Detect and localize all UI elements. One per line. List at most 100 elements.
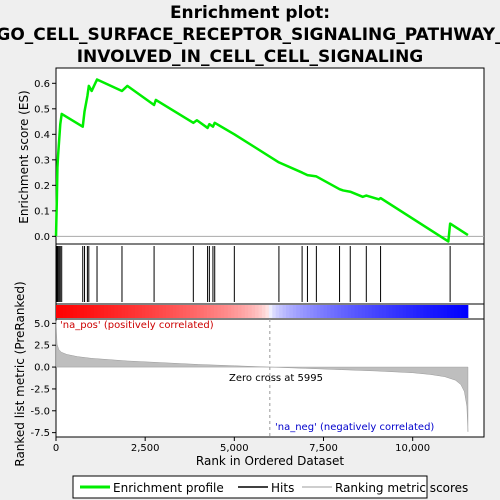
heatbar-segment [447,305,452,318]
heatbar-segment [234,305,239,318]
metric-y-tick-label: 0.0 [34,363,50,374]
negative-correlation-label: 'na_neg' (negatively correlated) [275,422,434,433]
heatbar-segment [279,305,283,318]
heatbar-segment [402,305,407,318]
heatbar-segment [176,305,180,318]
heatbar-segment [76,305,81,318]
metric-y-tick-label: 2.5 [34,341,50,352]
heatbar-segment [134,305,139,318]
heatbar-segment [251,305,256,318]
heatbar-segment [69,305,74,318]
heatbar-segment [66,305,71,318]
heatbar-segment [148,305,153,318]
heatbar-segment [210,305,215,318]
heatbar-segment [217,305,222,318]
heatbar-segment [59,305,64,318]
heatbar-segment [289,305,294,318]
heatbar-segment [272,305,277,318]
heatbar-segment [378,305,383,318]
heatbar-segment [152,305,156,318]
ranking-metric-layer [55,319,469,437]
heatbar-segment [80,305,84,318]
heatbar-segment [375,305,380,318]
heatbar-segment [385,305,390,318]
heatbar-segment [265,305,270,318]
heatbar-segment [395,305,400,318]
heatbar-segment [388,305,393,318]
legend: Enrichment profile Hits Ranking metric s… [72,475,468,499]
heatbar-segment [200,305,205,318]
heatbar-segment [461,305,465,318]
metric-y-axis: 5.0 2.5 0.0 -2.5 -5.0 -7.5 [30,319,56,439]
heatbar-segment [340,305,345,318]
metric-y-tick-label: 5.0 [34,319,50,330]
heatbar-segment [196,305,201,318]
heatbar-segment [296,305,301,318]
heatbar-segment [337,305,342,318]
legend-label-hits: Hits [271,481,294,495]
heatbar-segment [237,305,242,318]
heatbar-segment [450,305,455,318]
heatbar-segment [282,305,287,318]
heatbar-segment [110,305,115,318]
heatbar-segment [261,305,266,318]
heatbar-segment [62,305,67,318]
es-y-tick-label: 0.2 [34,181,50,192]
heatbar-segment [141,305,146,318]
heatbar-segment [354,305,359,318]
heatbar-segment [268,305,273,318]
heatbar-segment [275,305,280,318]
heatbar-segment [426,305,431,318]
heatbar-segment [351,305,356,318]
hits-layer [56,246,451,302]
heatbar-segment [364,305,369,318]
heatbar-segment [104,305,108,318]
heatbar-segment [457,305,462,318]
heatbar-segment [220,305,225,318]
hits-panel [55,243,485,305]
heatbar-segment [121,305,126,318]
heatbar-segment [286,305,290,318]
heatbar-segment [258,305,263,318]
heatbar-segment [310,305,314,318]
metric-y-tick-label: -7.5 [30,428,50,439]
heatbar-segment [416,305,421,318]
heatbar-segment [423,305,428,318]
metric-y-tick-label: -2.5 [30,384,50,395]
heatbar-segment [100,305,105,318]
heatbar-segment [183,305,187,318]
heatbar-segment [306,305,311,318]
heatbar-segment [303,305,307,318]
heatbar-segment [430,305,435,318]
heatbar-segment [419,305,424,318]
heatbar-segment [189,305,194,318]
heatbar-segment [90,305,95,318]
chart-title: Enrichment plot: GO_CELL_SURFACE_RECEPTO… [0,3,500,67]
heatbar-segment [107,305,112,318]
heatbar-segment [241,305,246,318]
metric-y-axis-label: Ranked list metric (PreRanked) [13,281,27,466]
heatbar-segment [361,305,366,318]
x-tick-label: 2,500 [131,443,160,454]
heatbar-segment [443,305,448,318]
x-tick-label: 10,000 [395,443,430,454]
heatbar-segment [244,305,249,318]
heatbar-segment [73,305,77,318]
es-y-tick-label: 0.5 [34,104,50,115]
heatbar-segment [440,305,445,318]
heatbar-segment [227,305,232,318]
heatbar-segment [114,305,119,318]
legend-label-ranking-metric: Ranking metric scores [335,481,468,495]
heatbar-segment [292,305,297,318]
es-y-tick-label: 0.3 [34,155,50,166]
heatbar-segment [327,305,332,318]
heatbar-segment [97,305,102,318]
x-axis: 0 2,500 5,000 7,500 10,000 [53,437,430,454]
heatbar-segment [165,305,170,318]
chart-title-line-2: GO_CELL_SURFACE_RECEPTOR_SIGNALING_PATHW… [0,25,500,45]
heatbar-segment [330,305,335,318]
es-y-tick-label: 0.1 [34,206,50,217]
x-tick-label: 0 [53,443,59,454]
